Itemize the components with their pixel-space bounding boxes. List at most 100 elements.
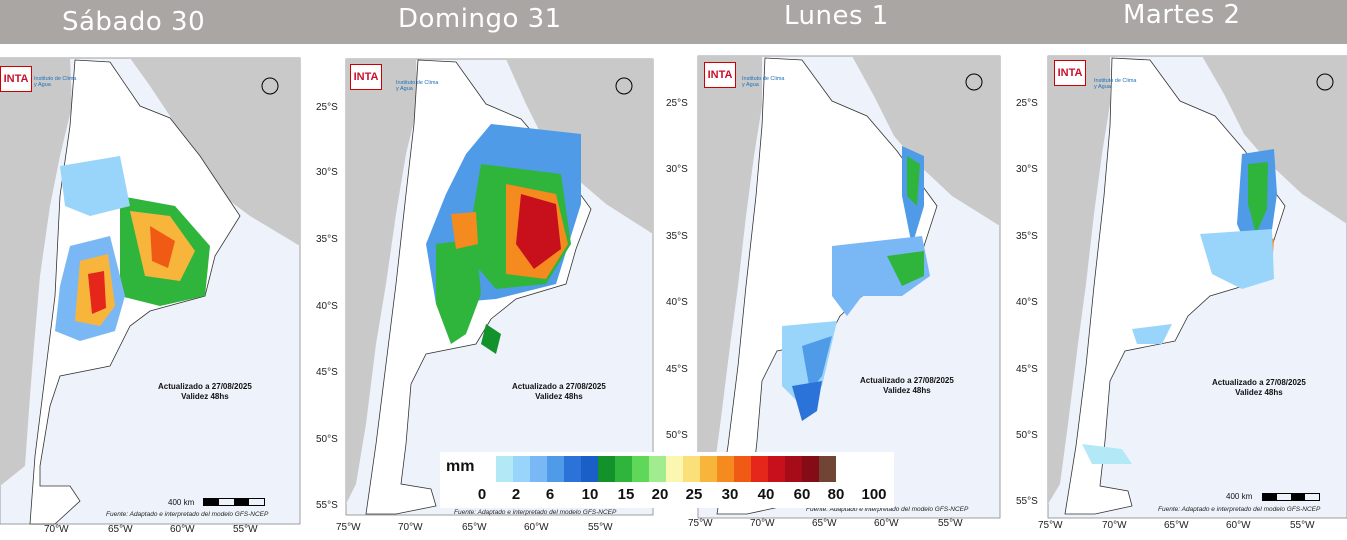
inta-logo-subtitle: Instituto de Clima y Agua [742, 76, 785, 88]
inta-logo: INTA [704, 62, 736, 88]
legend-swatch-15 [751, 456, 768, 482]
lon-65w: 65°W [462, 522, 487, 533]
legend-swatch-5 [581, 456, 598, 482]
lat-50s: 50°S [316, 434, 338, 445]
source-note: Fuente: Adaptado e interpretado del mode… [106, 511, 269, 518]
lon-70w: 70°W [398, 522, 423, 533]
legend-tick-10: 10 [581, 486, 599, 503]
lon-70w: 70°W [1102, 520, 1127, 531]
lat-25s: 25°S [666, 98, 688, 109]
lat-55s: 55°S [1016, 496, 1038, 507]
lat-40s: 40°S [666, 297, 688, 308]
legend-swatch-17 [785, 456, 802, 482]
title-bar [0, 0, 1347, 44]
legend-swatch-19 [819, 456, 836, 482]
scale-bar [1262, 493, 1320, 501]
legend-tick-2: 2 [511, 486, 521, 503]
lon-70w: 70°W [44, 524, 69, 535]
legend-swatch-3 [547, 456, 564, 482]
lat-25s: 25°S [1016, 98, 1038, 109]
source-note: Fuente: Adaptado e interpretado del mode… [1158, 506, 1321, 513]
lat-35s: 35°S [1016, 231, 1038, 242]
lon-75w: 75°W [688, 518, 713, 529]
map-panel-martes: INTA Instituto de Clima y Agua 25°S 30°S… [1012, 44, 1347, 540]
lon-75w: 75°W [1038, 520, 1063, 531]
legend-tick-0: 0 [477, 486, 487, 503]
lat-30s: 30°S [666, 164, 688, 175]
legend-swatch-8 [632, 456, 649, 482]
lon-55w: 55°W [938, 518, 963, 529]
legend-swatch-1 [513, 456, 530, 482]
lat-45s: 45°S [666, 364, 688, 375]
legend-swatch-16 [768, 456, 785, 482]
precip-map-lunes [697, 55, 1001, 519]
lon-55w: 55°W [233, 524, 258, 535]
lat-40s: 40°S [316, 301, 338, 312]
legend-unit: mm [446, 458, 475, 475]
legend-tick-60: 60 [793, 486, 811, 503]
legend-swatch-12 [700, 456, 717, 482]
precip-legend: mm 0 2 6 10 15 20 25 30 40 60 80 100 [440, 452, 894, 508]
day-title-martes: Martes 2 [1123, 0, 1241, 30]
lon-65w: 65°W [108, 524, 133, 535]
legend-tick-6: 6 [545, 486, 555, 503]
legend-swatch-10 [666, 456, 683, 482]
updated-note: Actualizado a 27/08/2025 Validez 48hs [1212, 378, 1306, 397]
precip-map-martes [1047, 55, 1347, 519]
inta-logo: INTA [0, 66, 32, 92]
legend-tick-25: 25 [685, 486, 703, 503]
day-title-lunes: Lunes 1 [784, 1, 889, 31]
lon-55w: 55°W [588, 522, 613, 533]
lat-30s: 30°S [316, 167, 338, 178]
lat-55s: 55°S [316, 500, 338, 511]
legend-tick-100: 100 [861, 486, 887, 503]
updated-note: Actualizado a 27/08/2025 Validez 48hs [158, 382, 252, 401]
map-panel-sabado: INTA Instituto de Clima y Agua Actualiza… [0, 46, 305, 540]
lon-70w: 70°W [750, 518, 775, 529]
inta-logo-subtitle: Instituto de Clima y Agua [1094, 78, 1137, 90]
legend-swatch-7 [615, 456, 632, 482]
lon-65w: 65°W [812, 518, 837, 529]
precip-map-domingo [345, 58, 654, 516]
legend-tick-80: 80 [827, 486, 845, 503]
scale-bar [203, 498, 265, 506]
lon-55w: 55°W [1290, 520, 1315, 531]
day-title-sabado: Sábado 30 [62, 7, 206, 37]
updated-note: Actualizado a 27/08/2025 Validez 48hs [512, 382, 606, 401]
updated-note: Actualizado a 27/08/2025 Validez 48hs [860, 376, 954, 395]
legend-swatch-0 [496, 456, 513, 482]
legend-swatch-14 [734, 456, 751, 482]
legend-swatch-11 [683, 456, 700, 482]
source-note: Fuente: Adaptado e interpretado del mode… [454, 509, 617, 516]
day-title-domingo: Domingo 31 [398, 4, 562, 34]
lon-60w: 60°W [170, 524, 195, 535]
lat-45s: 45°S [1016, 364, 1038, 375]
scale-label: 400 km [168, 498, 195, 507]
lat-35s: 35°S [316, 234, 338, 245]
inta-logo-subtitle: Instituto de Clima y Agua [34, 76, 77, 88]
precip-map-sabado [0, 57, 301, 525]
legend-tick-30: 30 [721, 486, 739, 503]
lat-40s: 40°S [1016, 297, 1038, 308]
inta-logo: INTA [1054, 60, 1086, 86]
legend-swatch-2 [530, 456, 547, 482]
legend-tick-40: 40 [757, 486, 775, 503]
legend-swatch-9 [649, 456, 666, 482]
lat-35s: 35°S [666, 231, 688, 242]
legend-swatch-4 [564, 456, 581, 482]
lon-60w: 60°W [1226, 520, 1251, 531]
inta-logo-subtitle: Instituto de Clima y Agua [396, 80, 439, 92]
scale-label: 400 km [1226, 492, 1253, 501]
lon-60w: 60°W [874, 518, 899, 529]
lon-65w: 65°W [1164, 520, 1189, 531]
legend-tick-20: 20 [651, 486, 669, 503]
lon-60w: 60°W [524, 522, 549, 533]
lat-45s: 45°S [316, 367, 338, 378]
inta-logo: INTA [350, 64, 382, 90]
legend-swatches [496, 456, 836, 482]
lon-75w: 75°W [336, 522, 361, 533]
legend-swatch-13 [717, 456, 734, 482]
legend-swatch-6 [598, 456, 615, 482]
lat-50s: 50°S [666, 430, 688, 441]
source-note: Fuente: Adaptado e interpretado del mode… [806, 506, 969, 513]
